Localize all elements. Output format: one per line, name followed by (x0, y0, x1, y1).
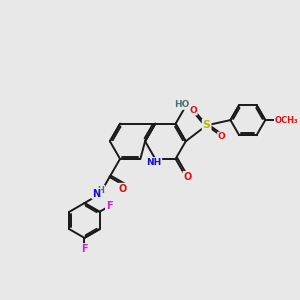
Text: O: O (118, 184, 127, 194)
Text: S: S (202, 120, 211, 130)
Text: O: O (183, 172, 192, 182)
Text: F: F (106, 201, 112, 211)
Text: O: O (189, 106, 197, 115)
Text: F: F (81, 244, 88, 254)
Text: H: H (98, 185, 104, 194)
Text: HO: HO (175, 100, 190, 109)
Text: O: O (218, 132, 226, 141)
Text: NH: NH (146, 158, 161, 167)
Text: N: N (92, 188, 100, 199)
Text: OCH₃: OCH₃ (275, 116, 298, 124)
